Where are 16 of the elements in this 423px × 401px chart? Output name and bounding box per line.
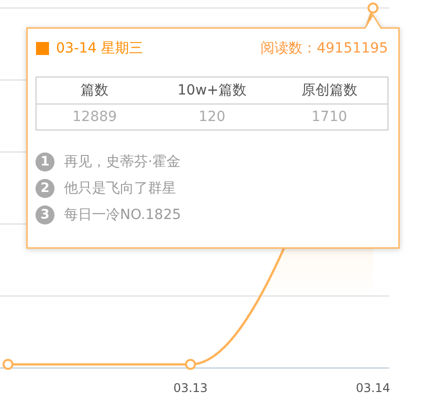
x-tick-label: 03.13 — [173, 381, 208, 395]
data-label: 2 — [40, 181, 50, 196]
annotation: 03-14 星期三 — [56, 40, 144, 56]
category-label: 他只是飞向了群星 — [64, 180, 176, 196]
category-label: 原创篇数 — [301, 82, 358, 98]
data-label: 1 — [40, 154, 50, 170]
data-label: 120 — [198, 109, 226, 125]
data-label: 3 — [40, 208, 50, 222]
data-label: 12889 — [72, 109, 117, 125]
category-label: 再见，史蒂芬·霍金 — [64, 154, 180, 170]
annotation: 阅读数：49151195 — [260, 40, 388, 56]
x-tick-label: 03.14 — [356, 381, 390, 395]
data-label: 1710 — [312, 109, 348, 125]
category-label: 10w+篇数 — [178, 82, 246, 98]
category-label: 篇数 — [80, 82, 109, 98]
category-label: 每日一冷NO.1825 — [64, 207, 182, 223]
